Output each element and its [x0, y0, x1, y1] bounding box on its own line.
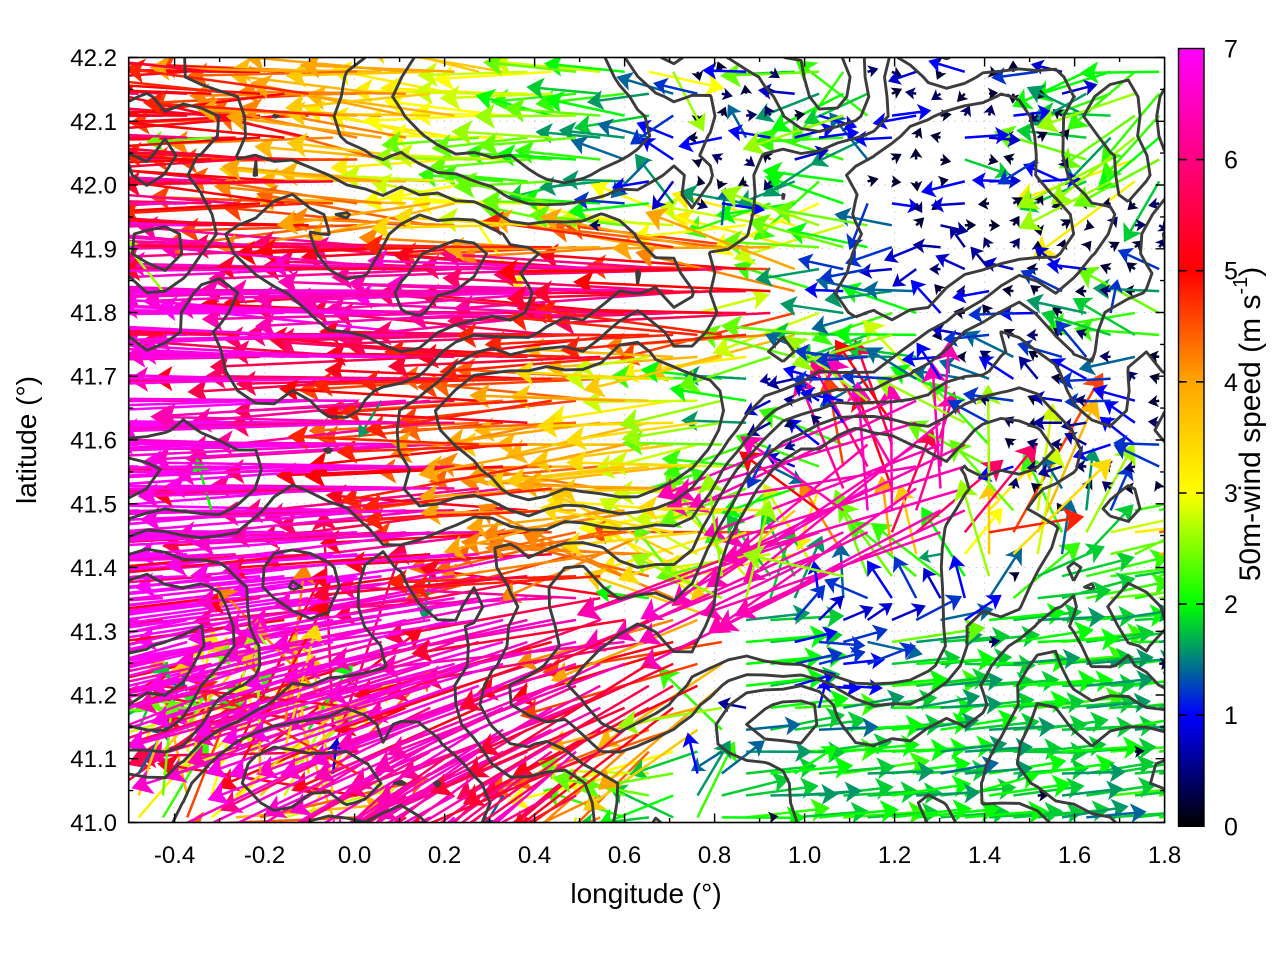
- svg-text:41.9: 41.9: [70, 236, 117, 263]
- svg-text:41.3: 41.3: [70, 619, 117, 646]
- svg-text:1.0: 1.0: [788, 842, 821, 869]
- svg-text:41.1: 41.1: [70, 746, 117, 773]
- svg-text:41.6: 41.6: [70, 428, 117, 455]
- svg-text:41.4: 41.4: [70, 555, 117, 582]
- svg-text:1.8: 1.8: [1148, 842, 1181, 869]
- svg-text:6: 6: [1224, 147, 1238, 175]
- svg-text:0.0: 0.0: [338, 842, 371, 869]
- svg-text:50m-wind speed (m s-1): 50m-wind speed (m s-1): [1230, 267, 1267, 582]
- svg-text:1.6: 1.6: [1058, 842, 1091, 869]
- svg-text:41.2: 41.2: [70, 683, 117, 710]
- svg-text:42.2: 42.2: [70, 45, 117, 72]
- svg-text:41.0: 41.0: [70, 810, 117, 837]
- svg-text:42.1: 42.1: [70, 109, 117, 136]
- svg-text:0.6: 0.6: [608, 842, 641, 869]
- svg-text:5: 5: [1224, 258, 1238, 286]
- svg-text:-0.2: -0.2: [244, 842, 285, 869]
- svg-text:0.2: 0.2: [428, 842, 461, 869]
- svg-text:4: 4: [1224, 369, 1238, 397]
- svg-text:41.5: 41.5: [70, 491, 117, 518]
- svg-text:41.7: 41.7: [70, 364, 117, 391]
- svg-text:1.4: 1.4: [968, 842, 1001, 869]
- svg-text:3: 3: [1224, 480, 1238, 508]
- svg-text:1.2: 1.2: [878, 842, 911, 869]
- svg-text:0.4: 0.4: [518, 842, 551, 869]
- svg-text:0: 0: [1224, 813, 1238, 841]
- svg-text:1: 1: [1224, 702, 1238, 730]
- svg-text:0.8: 0.8: [698, 842, 731, 869]
- svg-text:-0.4: -0.4: [154, 842, 195, 869]
- svg-text:41.8: 41.8: [70, 300, 117, 327]
- svg-text:7: 7: [1224, 36, 1238, 64]
- svg-text:longitude (°): longitude (°): [570, 878, 721, 909]
- svg-text:latitude (°): latitude (°): [11, 376, 42, 504]
- svg-text:42.0: 42.0: [70, 173, 117, 200]
- svg-text:2: 2: [1224, 591, 1238, 619]
